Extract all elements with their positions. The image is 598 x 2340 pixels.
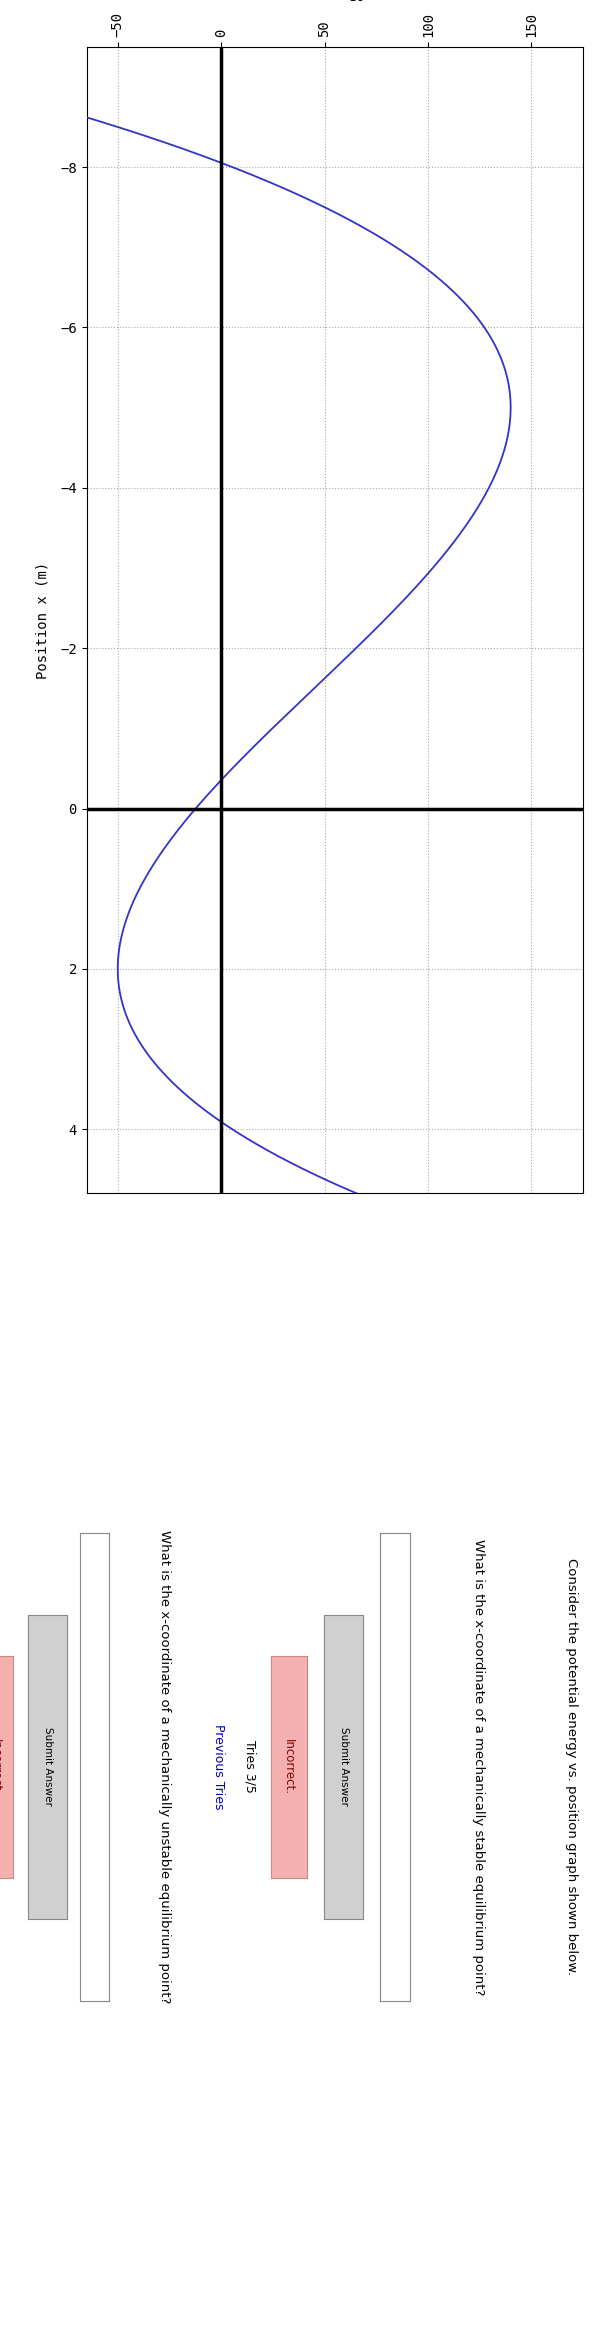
Text: What is the x-coordinate of a mechanically unstable equilibrium point?: What is the x-coordinate of a mechanical… [158,1530,171,2003]
Text: Incorrect.: Incorrect. [282,1739,295,1795]
Text: Tries 3/5: Tries 3/5 [243,1741,257,1792]
Text: Consider the potential energy vs. position graph shown below.: Consider the potential energy vs. positi… [565,1558,578,1975]
Y-axis label: Position x (m): Position x (m) [35,562,49,679]
Text: Incorrect.: Incorrect. [0,1739,2,1795]
Text: Previous Tries: Previous Tries [212,1725,225,1809]
Text: Submit Answer: Submit Answer [43,1727,53,1806]
Text: Submit Answer: Submit Answer [339,1727,349,1806]
Text: What is the x-coordinate of a mechanically stable equilibrium point?: What is the x-coordinate of a mechanical… [472,1537,485,1996]
